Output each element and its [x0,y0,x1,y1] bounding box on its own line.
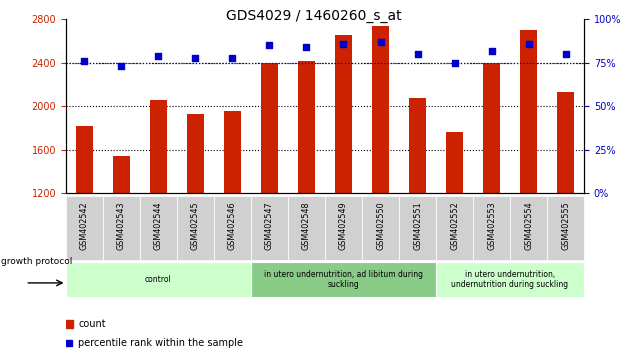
Point [376,39,386,45]
Text: in utero undernutrition, ad libitum during
suckling: in utero undernutrition, ad libitum duri… [264,270,423,289]
Bar [214,196,251,260]
Bar [251,262,436,297]
Point [79,58,89,64]
Text: control: control [145,275,172,284]
Text: GSM402544: GSM402544 [154,201,163,250]
Text: GSM402542: GSM402542 [80,201,89,250]
Bar [372,26,389,193]
Text: percentile rank within the sample: percentile rank within the sample [78,338,244,348]
Bar [335,35,352,193]
Bar [66,196,103,260]
Bar [436,196,473,260]
Bar [66,262,251,297]
Text: GSM402549: GSM402549 [339,201,348,250]
Text: GSM402548: GSM402548 [302,201,311,250]
Bar [520,30,537,193]
Bar [150,100,167,193]
Bar [325,196,362,260]
Text: count: count [78,319,106,329]
Point [153,53,163,59]
Text: GSM402546: GSM402546 [228,201,237,250]
Point [301,44,311,50]
Point [561,51,571,57]
Point [190,55,200,61]
Bar [436,262,584,297]
Point [264,42,274,48]
Bar [510,196,547,260]
Point [338,41,349,47]
Bar [473,196,510,260]
Point [413,51,423,57]
Text: GSM402543: GSM402543 [117,201,126,250]
Text: growth protocol: growth protocol [1,257,73,267]
Text: GSM402552: GSM402552 [450,201,459,250]
Text: GSM402553: GSM402553 [487,201,496,250]
Point [450,60,460,66]
Point [227,55,237,61]
Point [524,41,534,47]
Text: GSM402545: GSM402545 [191,201,200,250]
Bar [251,196,288,260]
Bar [547,196,584,260]
Bar [362,196,399,260]
Text: in utero undernutrition,
undernutrition during suckling: in utero undernutrition, undernutrition … [452,270,568,289]
Bar [261,63,278,193]
Point [116,63,126,69]
Bar [113,156,130,193]
Bar [446,132,463,193]
Text: GSM402555: GSM402555 [561,201,570,250]
Text: GDS4029 / 1460260_s_at: GDS4029 / 1460260_s_at [226,9,402,23]
Bar [140,196,177,260]
Bar [298,61,315,193]
Bar [288,196,325,260]
Text: GSM402551: GSM402551 [413,201,422,250]
Bar [399,196,436,260]
Text: GSM402554: GSM402554 [524,201,533,250]
Bar [483,63,500,193]
Bar [224,110,241,193]
Bar [103,196,140,260]
Bar [76,126,93,193]
Text: GSM402547: GSM402547 [265,201,274,250]
Bar [177,196,214,260]
Point [487,48,497,53]
Bar [409,97,426,193]
Bar [187,114,204,193]
Bar [557,92,574,193]
Text: GSM402550: GSM402550 [376,201,385,250]
